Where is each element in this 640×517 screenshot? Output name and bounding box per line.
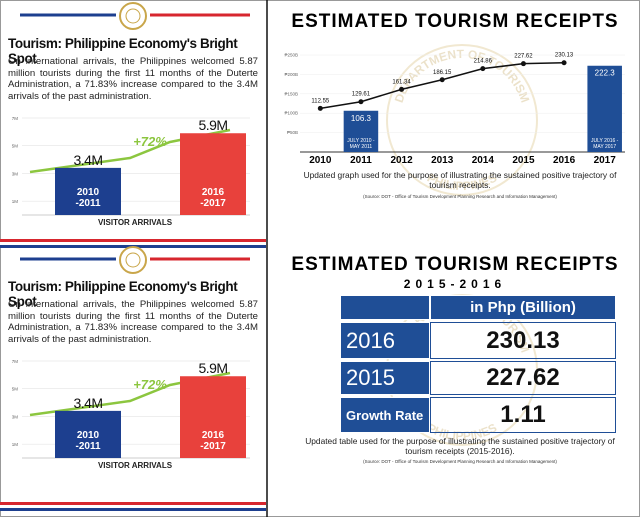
y-tick-label: ₱150B	[284, 91, 298, 96]
bar-label: JULY 2010 - MAY 2011	[347, 138, 375, 150]
watermark-bottom: PHILIPPINES	[425, 171, 499, 194]
bar	[55, 167, 121, 215]
y-tick-label: 5M	[12, 144, 19, 149]
watermark-text: DEPARTMENT OF TOURISM	[392, 47, 533, 105]
table: in Php (Billion) 2016 230.13 2015 227.62 Grow…	[340, 295, 616, 433]
y-tick-label: ₱250B	[284, 53, 298, 58]
table-subtitle: 2015-2016	[404, 277, 506, 291]
point	[317, 105, 323, 111]
bar	[587, 65, 622, 152]
row-label: Growth Rate	[340, 397, 430, 433]
y-tick-label: 3M	[12, 414, 19, 419]
panel-body: On international arrivals, the Philippin…	[8, 56, 258, 102]
row-value: 227.62	[430, 361, 616, 395]
watermark-text: PHILIPPINES	[425, 171, 499, 194]
x-axis-label: VISITOR ARRIVALS	[98, 218, 173, 227]
y-tick-label: 5M	[12, 387, 19, 392]
point	[480, 66, 486, 72]
point	[399, 86, 405, 92]
value-label: 106.3	[351, 114, 372, 123]
bar	[55, 410, 121, 458]
x-tick-label: 2017	[594, 155, 617, 166]
table-header-blank	[340, 295, 430, 320]
bar	[180, 376, 246, 458]
seal	[20, 2, 250, 274]
watermark-text: PHILIPPINES	[425, 421, 499, 444]
point	[439, 77, 445, 83]
y-tick-label: ₱100B	[284, 111, 298, 116]
x-tick-label: 2015	[512, 155, 535, 166]
y-tick-label: 7M	[12, 359, 19, 364]
x-tick-label: 2012	[390, 155, 413, 166]
x-tick-label: 2010	[309, 155, 332, 166]
watermark-top: DEPARTMENT OF TOURISM	[392, 47, 533, 105]
point	[358, 99, 364, 105]
point	[561, 60, 567, 66]
value-label: 230.13	[555, 53, 574, 59]
table-source: (Source: DOT - Office of Tourism Develop…	[363, 459, 557, 464]
y-tick-label: 1M	[12, 199, 19, 204]
x-tick-label: 2010 -2011	[75, 187, 101, 209]
value-label: 227.62	[514, 54, 533, 60]
watermark-bottom: PHILIPPINES	[425, 421, 499, 444]
y-tick-label: 3M	[12, 171, 19, 176]
value-label: 214.86	[474, 59, 493, 65]
value-label: 3.4M	[73, 152, 102, 168]
bar	[180, 133, 246, 215]
chart-title: ESTIMATED TOURISM RECEIPTS	[291, 11, 618, 32]
value-label: 5.9M	[198, 360, 227, 376]
x-tick-label: 2011	[350, 155, 372, 166]
value-label: 129.61	[352, 92, 371, 98]
bar-label: JULY 2016 -MAY 2017	[591, 138, 619, 150]
y-tick-label: ₱50B	[287, 130, 298, 135]
panel-title: Tourism: Philippine Economy's Bright Spo…	[8, 36, 238, 66]
x-tick-label: 2013	[431, 155, 454, 166]
value-label: 5.9M	[198, 117, 227, 133]
value-label: 161.34	[392, 79, 411, 85]
x-tick-label: 2016 -2017	[200, 187, 226, 209]
annotation: +72%	[133, 134, 167, 149]
chart-caption: Updated graph used for the purpose of il…	[303, 170, 617, 190]
y-tick-label: 1M	[12, 442, 19, 447]
table-title: ESTIMATED TOURISM RECEIPTS	[291, 254, 618, 275]
y-tick-label: 7M	[12, 116, 19, 121]
bar	[343, 110, 379, 152]
y-tick-label: ₱200B	[284, 72, 298, 77]
table-header: in Php (Billion)	[430, 295, 616, 320]
x-tick-label: 2016 -2017	[200, 430, 226, 452]
panel-title: Tourism: Philippine Economy's Bright Spo…	[8, 279, 238, 309]
x-tick-label: 2010 -2011	[75, 430, 101, 452]
x-tick-label: 2014	[472, 155, 495, 166]
row-label: 2016	[340, 322, 430, 359]
value-label: 3.4M	[73, 395, 102, 411]
point	[520, 61, 526, 67]
table-caption: Updated table used for the purpose of il…	[305, 436, 615, 456]
value-label: 186.15	[433, 70, 452, 76]
row-label: 2015	[340, 361, 430, 395]
value-label: 112.55	[311, 98, 330, 104]
chart-source: (Source: DOT - Office of Tourism Develop…	[363, 194, 557, 199]
row-value: 1.11	[430, 397, 616, 433]
value-label: 222.3	[595, 69, 616, 78]
row-value: 230.13	[430, 322, 616, 359]
panel-body: On international arrivals, the Philippin…	[8, 299, 258, 345]
x-axis-label: VISITOR ARRIVALS	[98, 461, 173, 470]
x-tick-label: 2016	[553, 155, 576, 166]
annotation: +72%	[133, 377, 167, 392]
